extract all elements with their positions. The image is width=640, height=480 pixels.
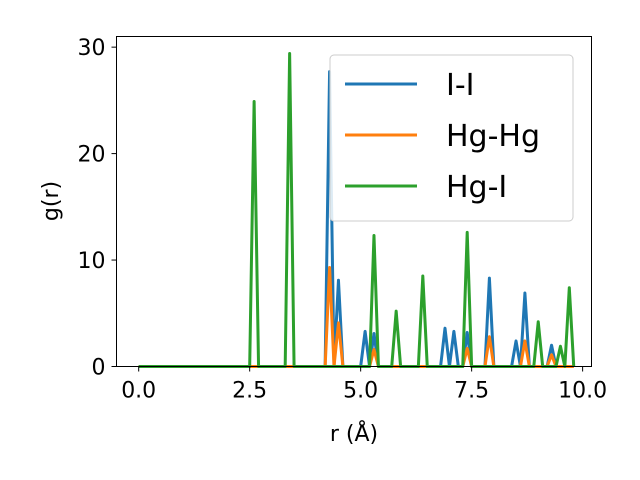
legend-label-hg-i: Hg-I [446,170,507,205]
legend-box [329,54,574,222]
x-tick-label: 10.0 [558,379,607,404]
y-axis-ticks: 0 10 20 30 [78,36,117,381]
x-tick-label: 7.5 [454,379,489,404]
x-tick-label: 5.0 [343,379,378,404]
y-tick-label: 10 [78,249,106,274]
y-tick-label: 20 [78,143,106,168]
x-axis-ticks: 0.0 2.5 5.0 7.5 10.0 [121,366,607,404]
legend-items: I-I Hg-Hg Hg-I [345,68,540,205]
x-tick-label: 0.0 [121,379,156,404]
y-axis-label: g(r) [39,181,64,221]
legend-label-hg-hg: Hg-Hg [446,119,540,154]
legend-label-i-i: I-I [446,68,475,103]
legend: I-I Hg-Hg Hg-I [329,54,574,222]
x-tick-label: 2.5 [232,379,267,404]
series-line-hg-hg [138,266,574,368]
y-tick-label: 30 [78,36,106,61]
x-axis-label: r (Å) [330,420,378,447]
plot-frame [116,36,592,367]
y-tick-label: 0 [92,356,106,381]
